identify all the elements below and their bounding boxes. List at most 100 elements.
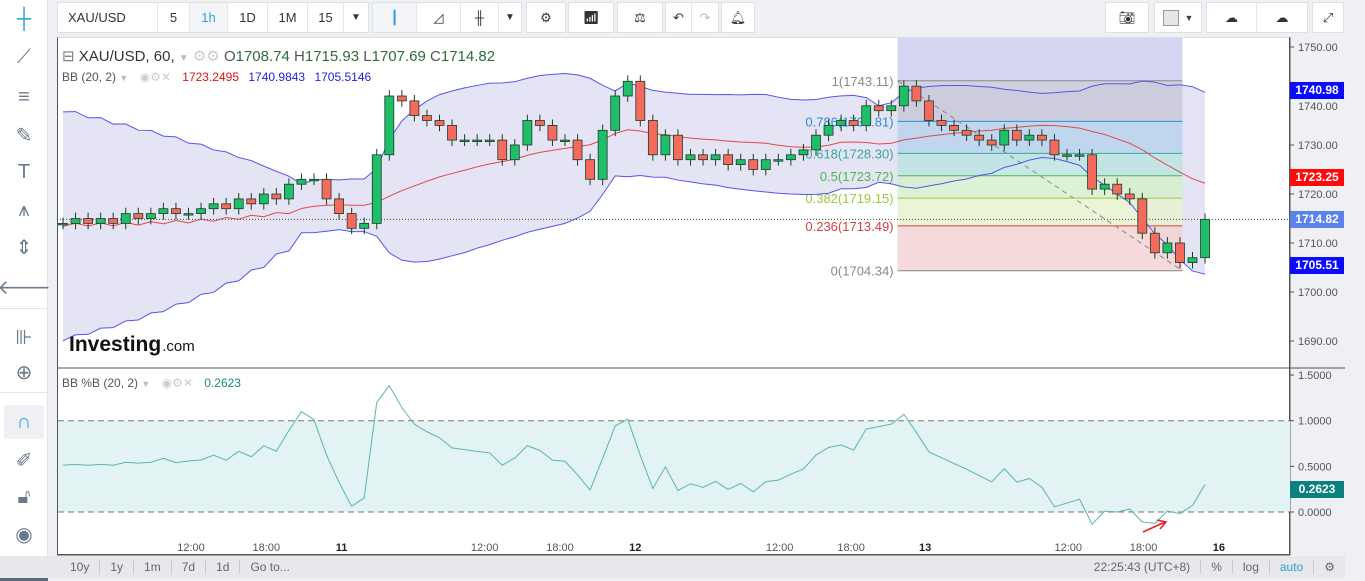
eye-icon[interactable]: ◉: [15, 523, 33, 546]
settings-button[interactable]: ⚙: [526, 2, 566, 33]
bb-upper-tag: 1740.98: [1290, 82, 1344, 99]
collapse-icon[interactable]: ⊟: [62, 48, 75, 65]
candle-body: [1074, 154, 1085, 157]
bb-controls-icon[interactable]: ◉⚙✕: [139, 70, 171, 84]
candle-body: [183, 213, 194, 216]
pb-controls-icon[interactable]: ◉⚙✕: [161, 376, 193, 390]
candle: [371, 148, 382, 230]
candle-body: [1024, 134, 1035, 141]
main-legend: ⊟ XAU/USD, 60, ▼ ⚙⚙ O1708.74 H1715.93 L1…: [62, 47, 495, 65]
unlock-icon[interactable]: 🔓︎: [17, 485, 31, 508]
candle-body: [898, 85, 909, 107]
time-tick-label: 13: [919, 542, 931, 554]
interval-dropdown-icon[interactable]: ▼: [351, 12, 361, 23]
candle-body: [1112, 183, 1123, 195]
candle: [396, 90, 407, 107]
auto-toggle[interactable]: auto: [1270, 560, 1315, 574]
candle-body: [321, 178, 332, 200]
range-1m[interactable]: 1m: [134, 560, 172, 574]
candle-body: [1162, 242, 1173, 254]
crosshair-icon[interactable]: ┼: [16, 7, 32, 30]
scale-settings-icon[interactable]: ⚙: [1324, 560, 1335, 574]
pb-tick-label: 1.5000: [1298, 370, 1332, 382]
candle: [560, 134, 570, 146]
screenshot-button[interactable]: 📷︎: [1105, 2, 1149, 33]
chart-measure-icon[interactable]: ⊪: [15, 326, 33, 349]
interval-1m[interactable]: 1M: [268, 3, 308, 32]
candle-body: [597, 129, 608, 180]
pattern-icon[interactable]: ⩚: [18, 198, 30, 221]
candle: [873, 99, 884, 117]
candle-body: [547, 125, 558, 141]
text-icon[interactable]: T: [17, 160, 31, 183]
price-tick-label: 1720.00: [1298, 189, 1338, 201]
range-1d[interactable]: 1d: [206, 560, 241, 574]
chart-type-dropdown-icon[interactable]: ▼: [505, 12, 515, 23]
indicators-button[interactable]: 📶︎: [568, 2, 614, 33]
undo-icon[interactable]: ↶: [666, 3, 692, 32]
candle-body: [610, 95, 621, 131]
candle: [95, 212, 106, 230]
percent-toggle[interactable]: %: [1201, 560, 1233, 574]
alert-button[interactable]: 🔔︎: [721, 2, 755, 33]
candle: [1137, 193, 1148, 240]
lock-drawing-icon[interactable]: ✐: [15, 449, 33, 472]
candle: [635, 75, 646, 127]
bars-icon[interactable]: ╫: [461, 3, 499, 32]
candle: [936, 114, 947, 132]
candle: [459, 134, 470, 146]
candle: [208, 197, 219, 215]
magnet-icon[interactable]: ∩: [4, 405, 44, 439]
bb-dropdown-icon[interactable]: ▼: [119, 73, 129, 83]
fib-tool-icon[interactable]: ⇕: [15, 236, 33, 259]
investing-logo: Investing.com: [69, 333, 195, 357]
candle-body: [133, 213, 144, 219]
trend-line-icon[interactable]: ⟋: [17, 45, 31, 68]
candle-body: [472, 139, 483, 143]
cloud-upload-icon[interactable]: ☁: [1275, 9, 1289, 25]
range-1y[interactable]: 1y: [100, 560, 135, 574]
candle: [120, 207, 131, 230]
interval-5[interactable]: 5: [158, 3, 190, 32]
back-arrow-icon[interactable]: 🡐: [0, 276, 51, 299]
range-10y[interactable]: 10y: [60, 560, 101, 574]
interval-1h[interactable]: 1h: [190, 3, 228, 32]
candle-body: [710, 154, 721, 161]
candle: [585, 153, 595, 186]
fullscreen-button[interactable]: ⤢: [1312, 2, 1344, 33]
area-chart-icon[interactable]: ◿: [417, 3, 461, 32]
candle: [1011, 124, 1022, 146]
red-arrow-annotation: [1142, 519, 1168, 533]
interval-15[interactable]: 15: [308, 3, 344, 32]
time-tick-label: 11: [336, 542, 348, 554]
log-toggle[interactable]: log: [1233, 560, 1270, 574]
legend-settings-icon[interactable]: ⚙⚙: [192, 48, 220, 65]
horizontal-lines-icon[interactable]: ≡: [18, 85, 30, 108]
candles-icon[interactable]: ┃: [373, 3, 417, 32]
compare-button[interactable]: ⚖: [617, 2, 663, 33]
pb-tick-label: 0.5000: [1298, 461, 1332, 473]
candle: [196, 202, 206, 220]
symbol-input[interactable]: XAU/USD: [58, 3, 158, 32]
redo-icon[interactable]: ↷: [699, 9, 711, 25]
candle-body: [723, 154, 734, 166]
goto-button[interactable]: Go to...: [250, 560, 290, 574]
candle: [547, 119, 558, 146]
candle: [773, 153, 784, 166]
legend-dropdown-icon[interactable]: ▼: [178, 53, 189, 64]
fullscreen-icon: ⤢: [1322, 9, 1334, 25]
pb-legend: BB %B (20, 2) ▼ ◉⚙✕ 0.2623: [62, 376, 241, 390]
time-tick-label: 12: [629, 542, 641, 554]
brush-icon[interactable]: ✎: [15, 124, 33, 147]
high-value: 1715.93: [304, 48, 360, 65]
cloud-download-icon[interactable]: ☁: [1207, 3, 1258, 32]
zoom-in-icon[interactable]: ⊕: [15, 361, 33, 384]
candle: [58, 217, 68, 230]
candle-body: [171, 208, 181, 214]
range-7d[interactable]: 7d: [172, 560, 207, 574]
interval-1d[interactable]: 1D: [228, 3, 268, 32]
color-picker-button[interactable]: ▼: [1154, 2, 1202, 33]
pb-dropdown-icon[interactable]: ▼: [141, 379, 151, 389]
candle: [673, 129, 683, 166]
